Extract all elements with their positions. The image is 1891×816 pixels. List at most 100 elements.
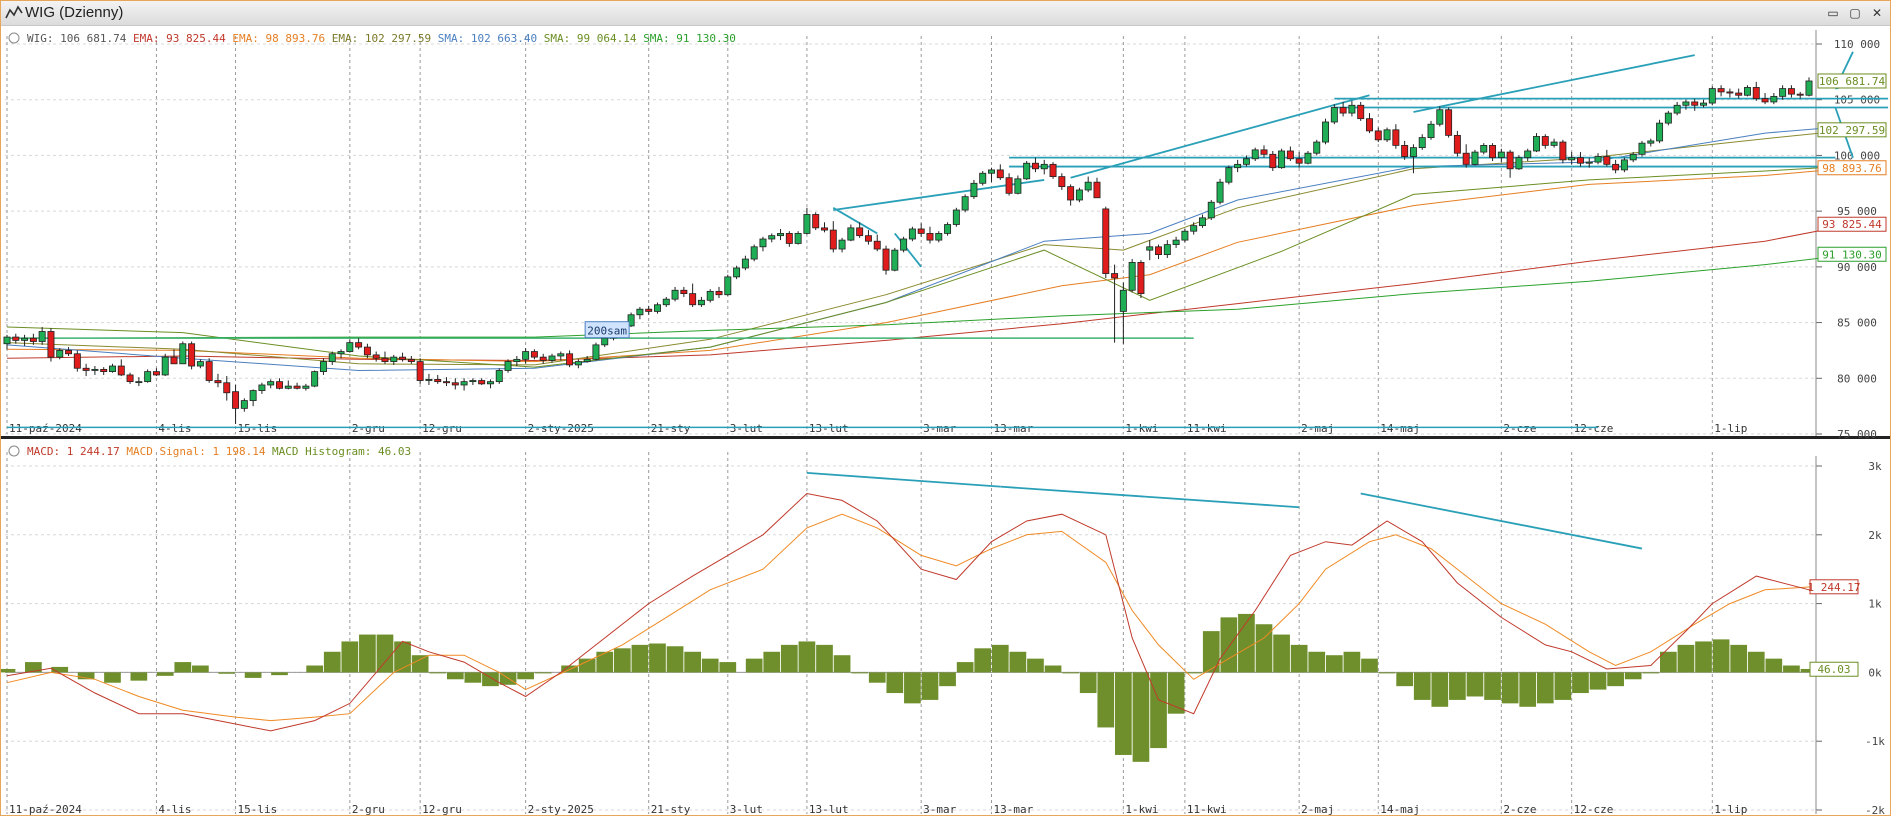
candle-body xyxy=(1515,157,1523,170)
macd-x-tick-label: 2-sty-2025 xyxy=(528,803,594,816)
macd-histogram-bar xyxy=(1431,672,1449,707)
candle-body xyxy=(1629,153,1637,161)
macd-tick-label: 0k xyxy=(1868,666,1882,679)
macd-histogram-bar xyxy=(1079,672,1097,694)
candle-body xyxy=(161,356,169,376)
candle-body xyxy=(1533,136,1540,152)
macd-trendline xyxy=(1000,485,1300,509)
candle-body xyxy=(73,353,81,369)
macd-line xyxy=(6,492,1854,732)
macd-histogram-bar xyxy=(1343,651,1361,673)
macd-histogram-bar xyxy=(1449,672,1466,700)
price-x-tick-label: 2-cze xyxy=(1503,422,1536,435)
price-tick-label: 110 000 xyxy=(1834,38,1880,51)
candle-body xyxy=(1137,261,1145,294)
candle-body xyxy=(979,172,987,184)
price-value-box xyxy=(1817,246,1887,262)
candle-body xyxy=(944,224,952,234)
macd-histogram-bar xyxy=(684,651,701,673)
candle-body xyxy=(1366,118,1373,132)
candle-body xyxy=(47,331,55,358)
candle-body xyxy=(601,337,609,346)
macd-x-tick-label: 2-cze xyxy=(1503,803,1536,816)
price-x-tick-label: 21-sty xyxy=(651,422,691,435)
macd-histogram-bar xyxy=(1660,651,1677,673)
candle-body xyxy=(144,371,152,383)
candle-body xyxy=(1524,150,1532,159)
macd-histogram-bar xyxy=(271,672,288,676)
macd-histogram-bar xyxy=(1624,672,1642,680)
macd-x-tick-label: 21-sty xyxy=(651,803,691,816)
macd-histogram-bar xyxy=(1695,641,1712,673)
candle-body xyxy=(1005,177,1013,194)
candle-body xyxy=(1084,181,1092,191)
price-legend-item: WIG: 106 681.74 xyxy=(27,32,127,45)
macd-histogram-bar xyxy=(868,672,886,683)
candle-body xyxy=(768,235,776,240)
candle-body xyxy=(1682,101,1690,106)
macd-tick-label: 1k xyxy=(1868,598,1882,611)
candle-body xyxy=(812,214,820,229)
candle-body xyxy=(829,229,837,250)
candle-body xyxy=(1146,246,1154,251)
candle-body xyxy=(469,380,477,383)
candle-body xyxy=(38,331,46,342)
macd-histogram-bar xyxy=(561,665,578,673)
close-icon[interactable]: ✕ xyxy=(1871,6,1883,20)
candle-body xyxy=(952,209,960,225)
ma-line xyxy=(6,129,1854,366)
candle-body xyxy=(1700,102,1707,106)
candle-body xyxy=(337,351,345,355)
candle-body xyxy=(1541,136,1549,146)
price-value-label: 91 130.30 xyxy=(1822,248,1882,261)
candle-body xyxy=(486,381,494,385)
title-bar[interactable]: WIG (Dzienny) ▭ ▢ ✕ xyxy=(1,1,1890,26)
price-x-tick-label: 12-cze xyxy=(1574,422,1614,435)
macd-histogram-bar xyxy=(174,662,192,673)
price-tick-label: 100 000 xyxy=(1834,149,1880,162)
candle-body xyxy=(1322,121,1330,143)
candle-body xyxy=(917,228,925,234)
macd-value-label: 1 244.17 xyxy=(1808,581,1861,594)
macd-histogram-bar xyxy=(1009,651,1027,673)
candle-body xyxy=(724,276,732,296)
candle-body xyxy=(1550,141,1558,146)
macd-tick-label: -1k xyxy=(1865,735,1885,748)
candle-body xyxy=(557,353,565,357)
candle-body xyxy=(372,354,380,359)
chart-area[interactable]: 110 000 105 000 100 000 95 000 90 000 85 000 8… xyxy=(1,26,1890,816)
minimize-icon[interactable]: ▭ xyxy=(1827,6,1839,20)
candle-body xyxy=(152,371,160,376)
candle-body xyxy=(188,343,196,367)
price-value-box xyxy=(1817,122,1887,138)
candle-body xyxy=(1075,189,1083,201)
macd-histogram-bar xyxy=(394,641,411,673)
macd-histogram-bar xyxy=(1290,644,1308,673)
candle-body xyxy=(1647,140,1655,144)
macd-tick-label: 3k xyxy=(1868,460,1882,473)
candle-body xyxy=(1313,141,1321,154)
candle-body xyxy=(29,337,37,342)
candle-body xyxy=(1111,273,1119,279)
candle-body xyxy=(1726,91,1734,94)
restore-icon[interactable]: ▢ xyxy=(1849,6,1861,20)
candle-body xyxy=(1673,104,1681,114)
macd-value-box xyxy=(1809,579,1859,595)
annotation-box xyxy=(584,321,630,339)
macd-histogram-bar xyxy=(130,672,148,681)
macd-trendline xyxy=(1360,492,1643,550)
macd-x-tick-label: 11-paź-2024 xyxy=(9,803,82,816)
candle-body xyxy=(117,365,125,376)
macd-histogram-bar xyxy=(939,672,956,687)
macd-tick-label: 2k xyxy=(1868,529,1882,542)
macd-x-tick-label: 2-gru xyxy=(352,803,385,816)
candle-body xyxy=(1286,150,1294,160)
macd-histogram-bar xyxy=(1783,665,1800,673)
candle-body xyxy=(170,356,178,365)
candle-body xyxy=(1014,178,1022,194)
candle-body xyxy=(733,267,741,278)
macd-value-box xyxy=(1809,661,1859,677)
candle-body xyxy=(1497,151,1505,159)
candle-body xyxy=(821,227,828,231)
